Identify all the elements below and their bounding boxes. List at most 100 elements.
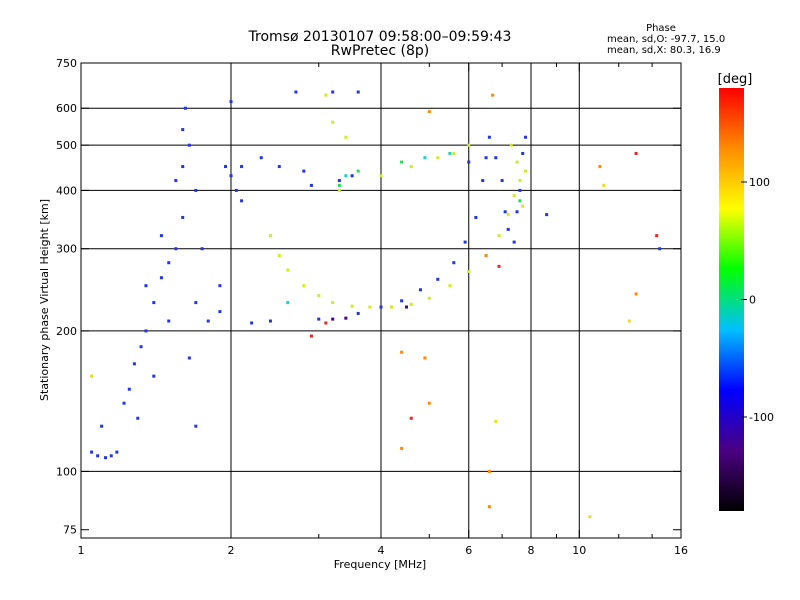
data-point [448, 284, 452, 288]
phase-stats-o: mean, sd,O: -97.7, 15.0 [607, 34, 725, 45]
data-point [598, 165, 602, 169]
phase-title: Phase [646, 23, 676, 34]
data-point [286, 268, 290, 272]
data-point [487, 505, 491, 509]
y-tick-label: 300 [56, 243, 77, 256]
data-point [152, 374, 156, 378]
colorbar-tick-label: 100 [749, 176, 770, 189]
x-tick-label: 16 [674, 544, 688, 557]
data-point [427, 296, 431, 300]
data-point [350, 174, 354, 178]
data-point [344, 174, 348, 178]
data-point [90, 450, 94, 454]
data-point [96, 454, 100, 458]
data-point [634, 292, 638, 296]
data-point [136, 416, 140, 420]
data-point [324, 321, 328, 325]
gridlines [81, 63, 681, 538]
data-point [506, 213, 510, 217]
data-point [317, 317, 321, 321]
data-point [467, 270, 471, 274]
data-point [250, 321, 254, 325]
data-point [356, 90, 360, 94]
colorbar-unit-label: [deg] [718, 72, 753, 87]
data-point [494, 419, 498, 423]
data-point [331, 301, 335, 305]
data-point [104, 456, 108, 460]
data-point [404, 305, 408, 309]
data-point [144, 284, 148, 288]
data-point [268, 234, 272, 238]
y-axis-label: Stationary phase Virtual Height [km] [38, 199, 51, 401]
data-point [518, 188, 522, 192]
data-point [206, 319, 210, 323]
data-point [337, 183, 341, 187]
data-point [512, 194, 516, 198]
data-point [302, 169, 306, 173]
x-tick-label: 2 [228, 544, 235, 557]
data-point [194, 301, 198, 305]
data-point [187, 356, 191, 360]
x-tick-label: 6 [465, 544, 472, 557]
data-point [634, 151, 638, 155]
data-point [448, 151, 452, 155]
data-point [409, 302, 413, 306]
data-point [181, 165, 185, 169]
data-point [467, 160, 471, 164]
x-axis-label: Frequency [MHz] [334, 558, 426, 571]
data-point [497, 234, 501, 238]
data-point [512, 240, 516, 244]
data-point [521, 204, 525, 208]
data-points [90, 90, 662, 519]
data-point [152, 301, 156, 305]
data-point [518, 199, 522, 203]
data-point [302, 284, 306, 288]
data-point [658, 247, 662, 251]
data-point [452, 261, 456, 265]
data-point [200, 247, 204, 251]
data-point [474, 215, 478, 219]
data-point [317, 294, 321, 298]
data-point [436, 156, 440, 160]
data-point [337, 179, 341, 183]
data-point [356, 169, 360, 173]
data-point [115, 450, 119, 454]
data-point [183, 106, 187, 110]
data-point [506, 227, 510, 231]
data-point [174, 179, 178, 183]
data-point [309, 334, 313, 338]
data-point [484, 156, 488, 160]
data-point [144, 329, 148, 333]
data-point [368, 305, 372, 309]
data-point [400, 446, 404, 450]
data-point [524, 135, 528, 139]
data-point [294, 90, 298, 94]
phase-stats-x: mean, sd,X: 80.3, 16.9 [607, 45, 721, 56]
x-tick-label: 1 [78, 544, 85, 557]
data-point [286, 301, 290, 305]
x-axis-ticks: 1 2 4 6 8 10 16 [78, 63, 688, 557]
data-point [194, 424, 198, 428]
y-tick-label: 100 [56, 465, 77, 478]
data-point [356, 311, 360, 315]
data-point [518, 179, 522, 183]
data-point [122, 401, 126, 405]
data-point [181, 128, 185, 132]
chart-title: Tromsø 20130107 09:58:00–09:59:43 [248, 29, 512, 45]
y-tick-label: 500 [56, 139, 77, 152]
data-point [268, 319, 272, 323]
data-point [497, 264, 501, 268]
data-point [521, 151, 525, 155]
colorbar-tick-label: -100 [749, 411, 774, 424]
data-point [627, 319, 631, 323]
data-point [331, 317, 335, 321]
data-point [423, 356, 427, 360]
data-point [427, 110, 431, 114]
data-point [218, 284, 222, 288]
data-point [390, 305, 394, 309]
data-point [452, 151, 456, 155]
x-tick-label: 4 [378, 544, 385, 557]
data-point [409, 165, 413, 169]
y-tick-label: 200 [56, 325, 77, 338]
